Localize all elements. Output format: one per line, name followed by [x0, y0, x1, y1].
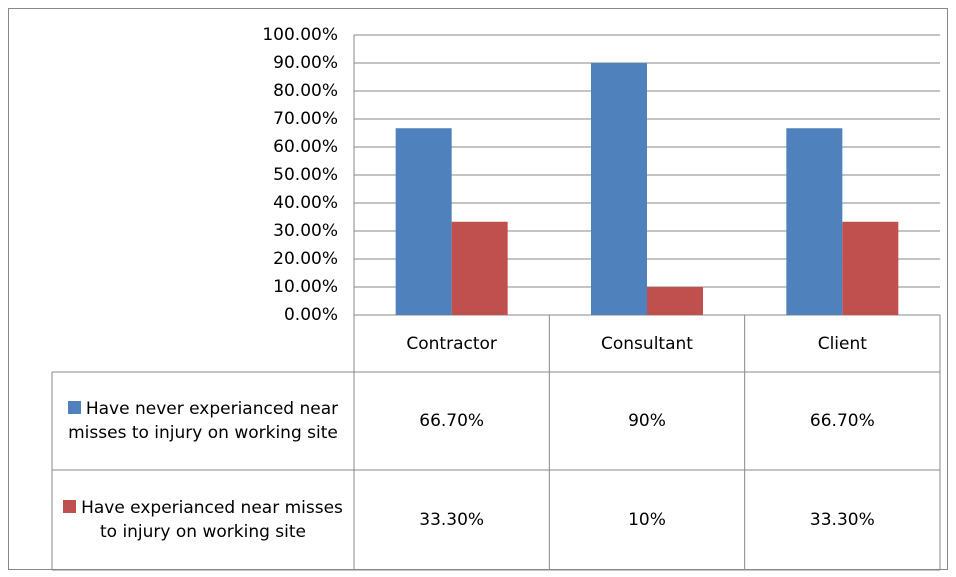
y-tick-label: 30.00%	[273, 221, 338, 241]
y-tick-label: 60.00%	[273, 137, 338, 157]
bar	[451, 221, 508, 315]
bar	[842, 221, 899, 315]
bar	[395, 128, 452, 315]
legend-swatch	[67, 401, 81, 414]
legend-text-block: Have never experianced near misses to in…	[56, 397, 350, 445]
legend-entry: Have never experianced near misses to in…	[52, 372, 354, 470]
y-tick-label: 70.00%	[273, 109, 338, 129]
y-tick-label: 20.00%	[273, 249, 338, 269]
bar	[786, 128, 843, 315]
y-tick-label: 80.00%	[273, 81, 338, 101]
legend-label: Have experianced near misses to injury o…	[81, 498, 343, 542]
bar	[647, 287, 703, 315]
table-value: 33.30%	[809, 510, 875, 530]
y-tick-label: 50.00%	[273, 165, 338, 185]
table-value: 66.70%	[809, 411, 875, 431]
legend-entry: Have experianced near misses to injury o…	[52, 470, 354, 570]
category-label: Consultant	[601, 333, 693, 354]
y-tick-label: 40.00%	[273, 193, 338, 213]
y-tick-label: 10.00%	[273, 277, 338, 297]
bar	[591, 63, 647, 315]
y-tick-label: 0.00%	[284, 305, 338, 325]
legend-text-block: Have experianced near misses to injury o…	[56, 496, 350, 544]
table-value: 66.70%	[419, 411, 485, 431]
table-value: 33.30%	[419, 510, 485, 530]
y-tick-label: 90.00%	[273, 53, 338, 73]
y-tick-label: 100.00%	[262, 25, 338, 45]
category-label: Client	[817, 333, 867, 354]
legend-swatch	[63, 500, 77, 513]
category-label: Contractor	[406, 333, 497, 354]
legend-label: Have never experianced near misses to in…	[68, 399, 339, 443]
table-value: 90%	[628, 411, 666, 431]
table-value: 10%	[628, 510, 666, 530]
